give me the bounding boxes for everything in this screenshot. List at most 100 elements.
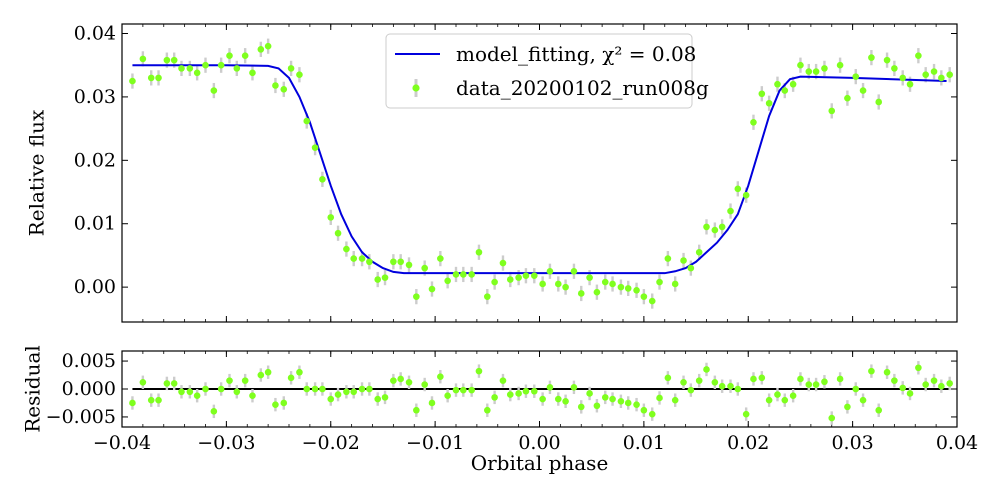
x-tick-label: −0.03 xyxy=(197,432,255,454)
data-point xyxy=(836,61,844,69)
data-point xyxy=(671,396,679,404)
data-point xyxy=(577,290,585,297)
x-tick-label: 0.01 xyxy=(623,432,665,454)
data-point xyxy=(381,394,389,401)
data-point xyxy=(233,388,241,396)
data-point xyxy=(515,274,522,281)
data-point xyxy=(366,385,373,393)
data-point xyxy=(656,394,663,402)
data-point xyxy=(217,385,225,393)
data-point xyxy=(570,267,578,275)
y-tick-label: 0.02 xyxy=(74,149,116,171)
data-point xyxy=(899,384,907,392)
data-point xyxy=(821,65,828,72)
y-tick-label: 0.03 xyxy=(74,86,116,108)
data-point xyxy=(170,56,178,64)
data-point xyxy=(852,385,860,393)
data-point xyxy=(648,297,656,305)
data-point xyxy=(915,52,922,60)
data-point xyxy=(554,395,562,403)
data-point xyxy=(460,271,467,278)
data-point xyxy=(193,392,201,400)
data-point xyxy=(680,257,687,264)
residual-panel: −0.005 0.000 0.005 −0.04 −0.03 −0.02 −0.01 0.0… xyxy=(21,345,979,475)
data-point xyxy=(758,374,766,382)
data-point xyxy=(781,396,789,404)
data-point xyxy=(350,255,358,262)
data-point xyxy=(593,288,601,296)
data-point xyxy=(491,278,498,286)
data-point xyxy=(640,293,648,300)
legend: model_fitting, χ² = 0.08 data_20200102_r… xyxy=(385,33,709,109)
data-point xyxy=(530,272,538,280)
data-point xyxy=(374,395,382,403)
data-point xyxy=(891,377,898,384)
data-point xyxy=(334,229,342,237)
data-point xyxy=(437,255,444,262)
data-point xyxy=(687,386,695,394)
data-point xyxy=(718,382,726,390)
data-point xyxy=(428,399,436,407)
data-point xyxy=(405,261,413,269)
residual-plot-frame xyxy=(121,350,958,428)
data-point xyxy=(147,396,155,404)
data-point xyxy=(334,391,342,398)
data-point xyxy=(562,397,569,405)
data-point xyxy=(381,274,389,281)
data-point xyxy=(210,87,218,94)
data-point xyxy=(366,258,373,266)
data-point xyxy=(601,394,609,401)
data-point xyxy=(883,56,891,64)
data-point xyxy=(280,399,288,407)
data-point xyxy=(868,367,875,375)
data-point xyxy=(915,364,922,372)
data-point xyxy=(491,394,498,401)
data-point xyxy=(522,272,530,280)
data-point xyxy=(139,378,147,386)
data-point xyxy=(484,406,491,414)
data-point xyxy=(530,387,538,395)
data-point xyxy=(515,390,522,397)
data-point xyxy=(437,373,444,381)
data-point xyxy=(774,391,781,398)
data-point xyxy=(210,408,218,415)
data-point xyxy=(711,226,719,234)
data-point xyxy=(147,74,155,82)
data-point xyxy=(226,52,233,60)
data-point xyxy=(428,285,436,293)
legend-box xyxy=(385,33,693,109)
data-point xyxy=(311,385,319,393)
data-point xyxy=(812,381,820,388)
data-point xyxy=(695,377,703,384)
data-point xyxy=(671,280,679,288)
data-point xyxy=(687,264,695,272)
data-point xyxy=(577,403,585,411)
x-tick-label: −0.01 xyxy=(406,432,464,454)
residual-y-tick-labels: −0.005 0.000 0.005 xyxy=(46,350,116,428)
residual-data-points xyxy=(129,364,953,422)
data-point xyxy=(303,117,311,125)
data-point xyxy=(202,385,209,393)
data-point xyxy=(226,377,233,384)
data-point xyxy=(664,374,672,382)
data-point xyxy=(506,391,514,398)
main-y-axis-label: Relative flux xyxy=(25,109,49,236)
data-point xyxy=(875,406,883,414)
x-tick-label: −0.02 xyxy=(302,432,360,454)
data-point xyxy=(241,52,249,60)
data-point xyxy=(311,144,319,151)
data-point xyxy=(287,65,295,72)
y-tick-label: 0.04 xyxy=(74,23,116,45)
data-point xyxy=(586,390,593,397)
data-point xyxy=(727,382,734,390)
data-point xyxy=(452,271,460,278)
data-point xyxy=(633,286,640,294)
data-point xyxy=(711,378,719,386)
data-point xyxy=(272,82,279,89)
data-point xyxy=(922,381,929,388)
data-point xyxy=(217,61,225,69)
data-point xyxy=(805,381,813,388)
data-point xyxy=(774,80,781,88)
data-point xyxy=(539,395,546,403)
data-point xyxy=(249,392,256,400)
